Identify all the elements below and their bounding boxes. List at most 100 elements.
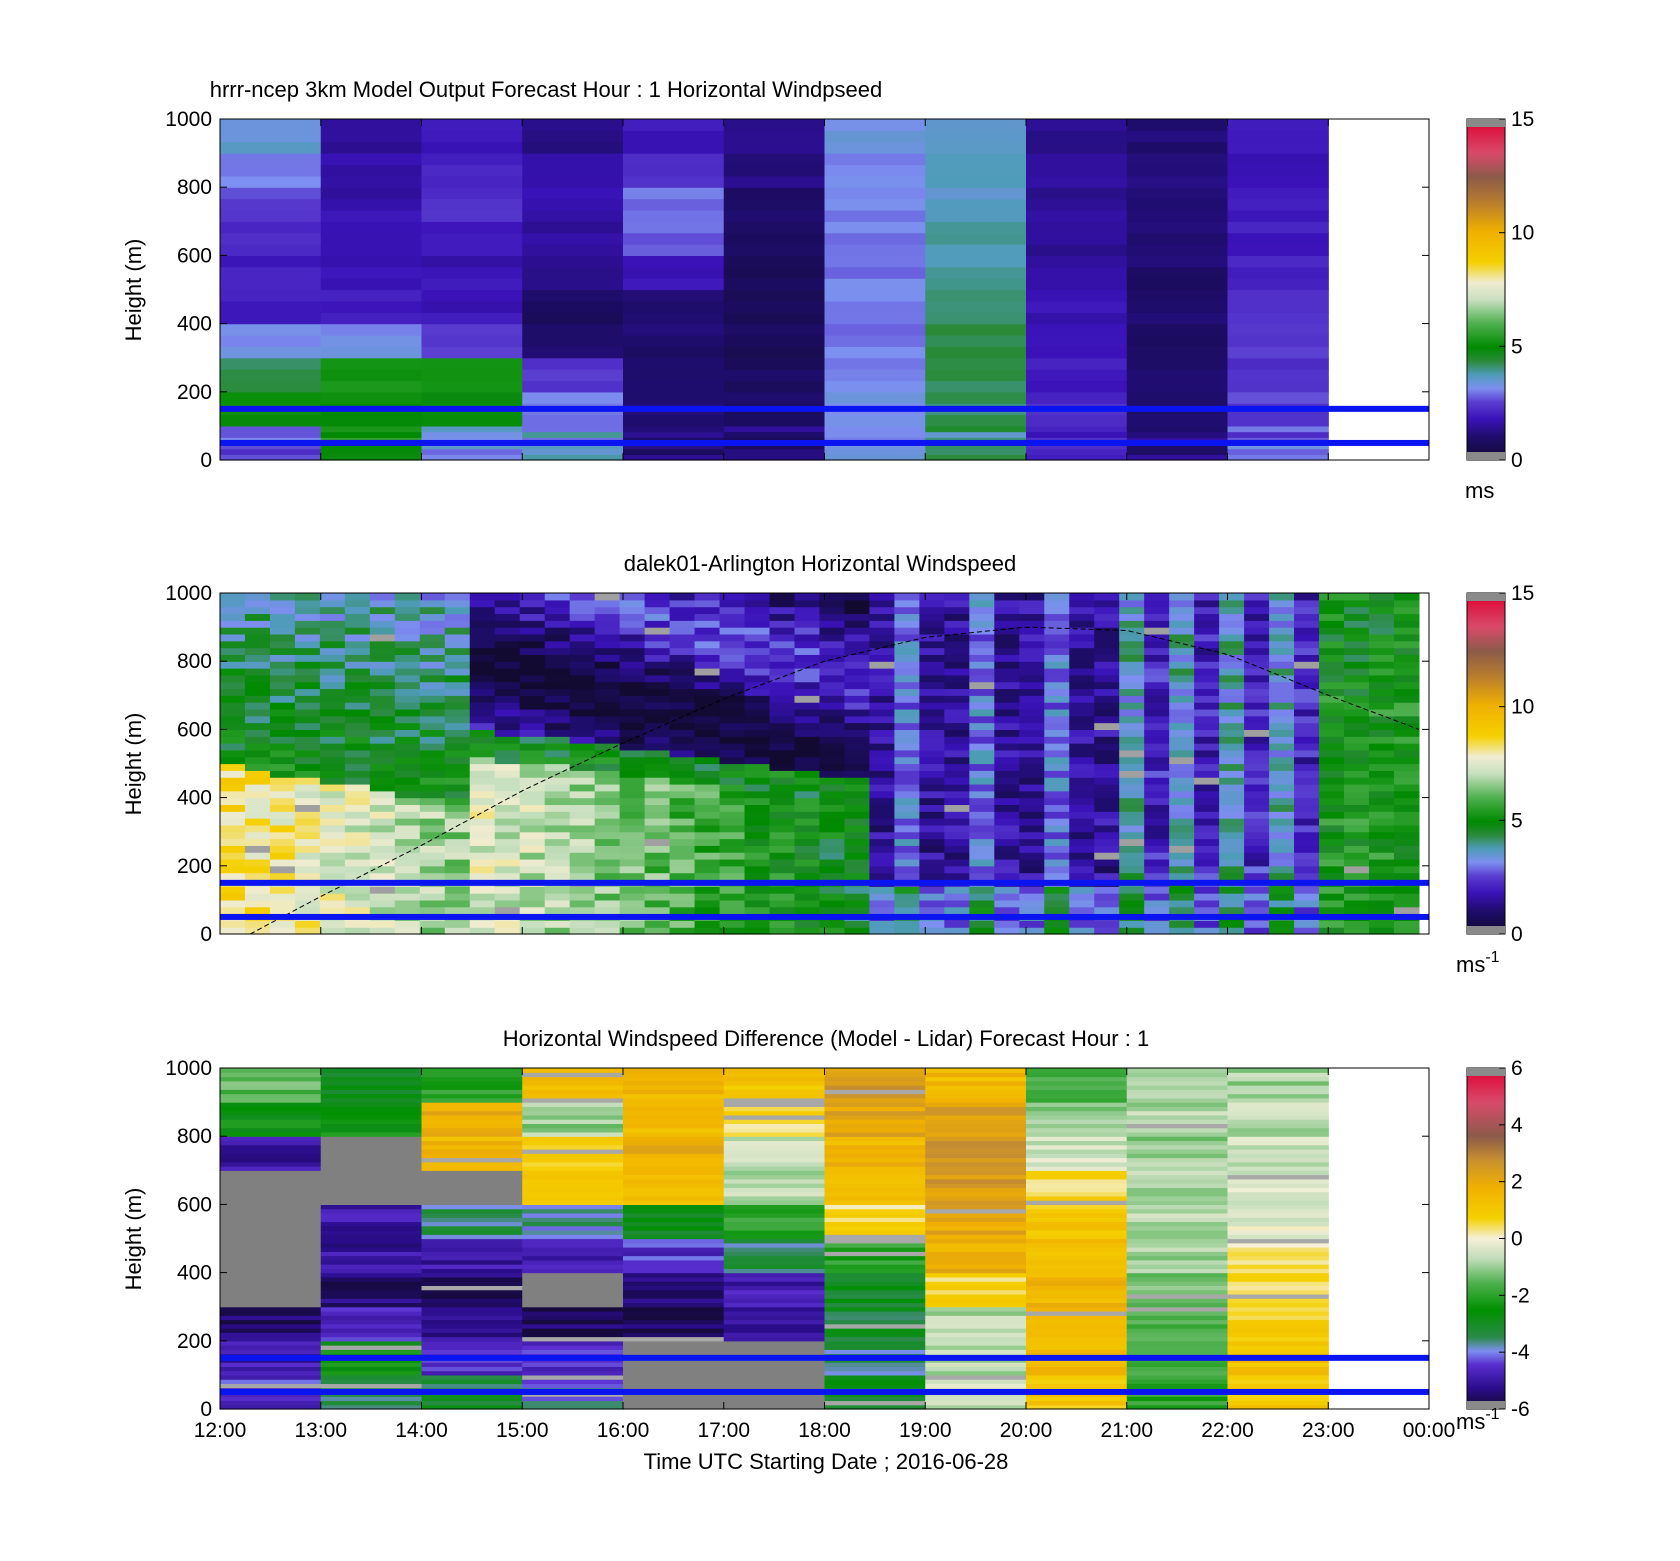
lidar-cell bbox=[744, 620, 771, 628]
model-cell bbox=[1126, 221, 1229, 234]
lidar-cell bbox=[969, 736, 995, 744]
difference-cell bbox=[320, 1089, 423, 1095]
lidar-cell bbox=[669, 647, 696, 655]
lidar-cell bbox=[419, 647, 446, 655]
lidar-cell bbox=[1343, 674, 1370, 683]
model-cell bbox=[320, 141, 423, 154]
lidar-cell bbox=[269, 852, 296, 860]
lidar-cell bbox=[1393, 640, 1420, 649]
lidar-cell bbox=[1019, 633, 1045, 642]
lidar-cell bbox=[1144, 893, 1170, 901]
y-tick-label: 800 bbox=[177, 1125, 212, 1148]
lidar-cell bbox=[719, 797, 746, 806]
lidar-cell bbox=[369, 927, 396, 935]
lidar-cell bbox=[394, 797, 421, 806]
lidar-cell bbox=[469, 668, 496, 676]
lidar-cell bbox=[944, 831, 970, 840]
lidar-cell bbox=[744, 633, 771, 642]
difference-cell bbox=[320, 1379, 423, 1385]
lidar-cell bbox=[220, 886, 246, 894]
lidar-cell bbox=[494, 620, 521, 628]
difference-cell bbox=[1126, 1148, 1229, 1154]
lidar-cell bbox=[694, 633, 721, 642]
lidar-cell bbox=[1044, 920, 1070, 928]
lidar-cell bbox=[1219, 927, 1245, 935]
lidar-cell bbox=[819, 797, 846, 806]
lidar-cell bbox=[269, 858, 296, 867]
difference-cell bbox=[1126, 1114, 1229, 1120]
model-cell bbox=[723, 454, 826, 461]
lidar-cell bbox=[719, 708, 746, 717]
difference-cell bbox=[824, 1157, 926, 1163]
lidar-cell bbox=[444, 593, 471, 601]
difference-cell bbox=[421, 1298, 523, 1304]
lidar-cell bbox=[1343, 688, 1370, 696]
lidar-cell bbox=[544, 647, 571, 655]
lidar-cell bbox=[944, 872, 970, 881]
lidar-cell bbox=[894, 613, 920, 621]
difference-cell bbox=[1026, 1119, 1128, 1125]
lidar-cell bbox=[294, 865, 321, 874]
lidar-cell bbox=[969, 893, 995, 901]
lidar-cell bbox=[1019, 695, 1045, 703]
lidar-cell bbox=[644, 777, 671, 785]
model-cell bbox=[1026, 278, 1128, 291]
lidar-cell bbox=[1219, 804, 1245, 812]
lidar-cell bbox=[1393, 790, 1420, 799]
lidar-cell bbox=[1044, 593, 1070, 601]
difference-cell bbox=[824, 1191, 926, 1197]
lidar-cell bbox=[1169, 886, 1195, 894]
difference-cell bbox=[220, 1362, 322, 1367]
model-cell bbox=[925, 312, 1027, 325]
lidar-cell bbox=[769, 661, 796, 669]
lidar-cell bbox=[644, 702, 671, 710]
difference-cell bbox=[1026, 1340, 1128, 1346]
model-cell bbox=[421, 209, 523, 222]
lidar-cell bbox=[544, 599, 571, 608]
lidar-cell bbox=[669, 654, 696, 662]
lidar-cell bbox=[519, 688, 546, 696]
lidar-cell bbox=[1144, 783, 1170, 792]
difference-cell bbox=[320, 1191, 423, 1197]
lidar-cell bbox=[1244, 688, 1270, 696]
lidar-cell bbox=[1269, 749, 1295, 758]
model-cell bbox=[925, 221, 1027, 234]
difference-cell bbox=[522, 1208, 624, 1214]
difference-cell bbox=[1126, 1379, 1229, 1385]
lidar-cell bbox=[1069, 804, 1095, 812]
difference-cell bbox=[723, 1328, 826, 1333]
difference-cell bbox=[220, 1212, 322, 1218]
lidar-cell bbox=[594, 763, 621, 771]
lidar-cell bbox=[744, 906, 771, 915]
model-cell bbox=[421, 334, 523, 347]
model-cell bbox=[1227, 119, 1329, 131]
lidar-cell bbox=[319, 708, 346, 717]
difference-cell bbox=[925, 1349, 1027, 1355]
lidar-cell bbox=[294, 593, 321, 601]
lidar-cell bbox=[1144, 606, 1170, 615]
lidar-cell bbox=[694, 606, 721, 615]
lidar-cell bbox=[1319, 695, 1345, 703]
lidar-cell bbox=[269, 668, 296, 676]
lidar-cell bbox=[944, 763, 970, 771]
difference-cell bbox=[320, 1195, 423, 1201]
lidar-cell bbox=[1044, 756, 1070, 765]
lidar-cell bbox=[1044, 668, 1070, 676]
model-cell bbox=[421, 244, 523, 256]
difference-cell bbox=[522, 1200, 624, 1205]
lidar-cell bbox=[644, 893, 671, 901]
lidar-cell bbox=[544, 886, 571, 894]
lidar-cell bbox=[644, 858, 671, 867]
lidar-cell bbox=[1319, 845, 1345, 853]
model-cell bbox=[1227, 369, 1329, 382]
lidar-cell bbox=[669, 722, 696, 730]
model-cell bbox=[522, 119, 624, 131]
difference-cell bbox=[522, 1319, 624, 1325]
difference-cell bbox=[1227, 1306, 1329, 1312]
lidar-cell bbox=[519, 845, 546, 853]
panel-lidar-title: dalek01-Arlington Horizontal Windspeed bbox=[624, 551, 1017, 576]
lidar-cell bbox=[744, 858, 771, 867]
difference-cell bbox=[623, 1328, 725, 1333]
difference-cell bbox=[220, 1110, 322, 1116]
